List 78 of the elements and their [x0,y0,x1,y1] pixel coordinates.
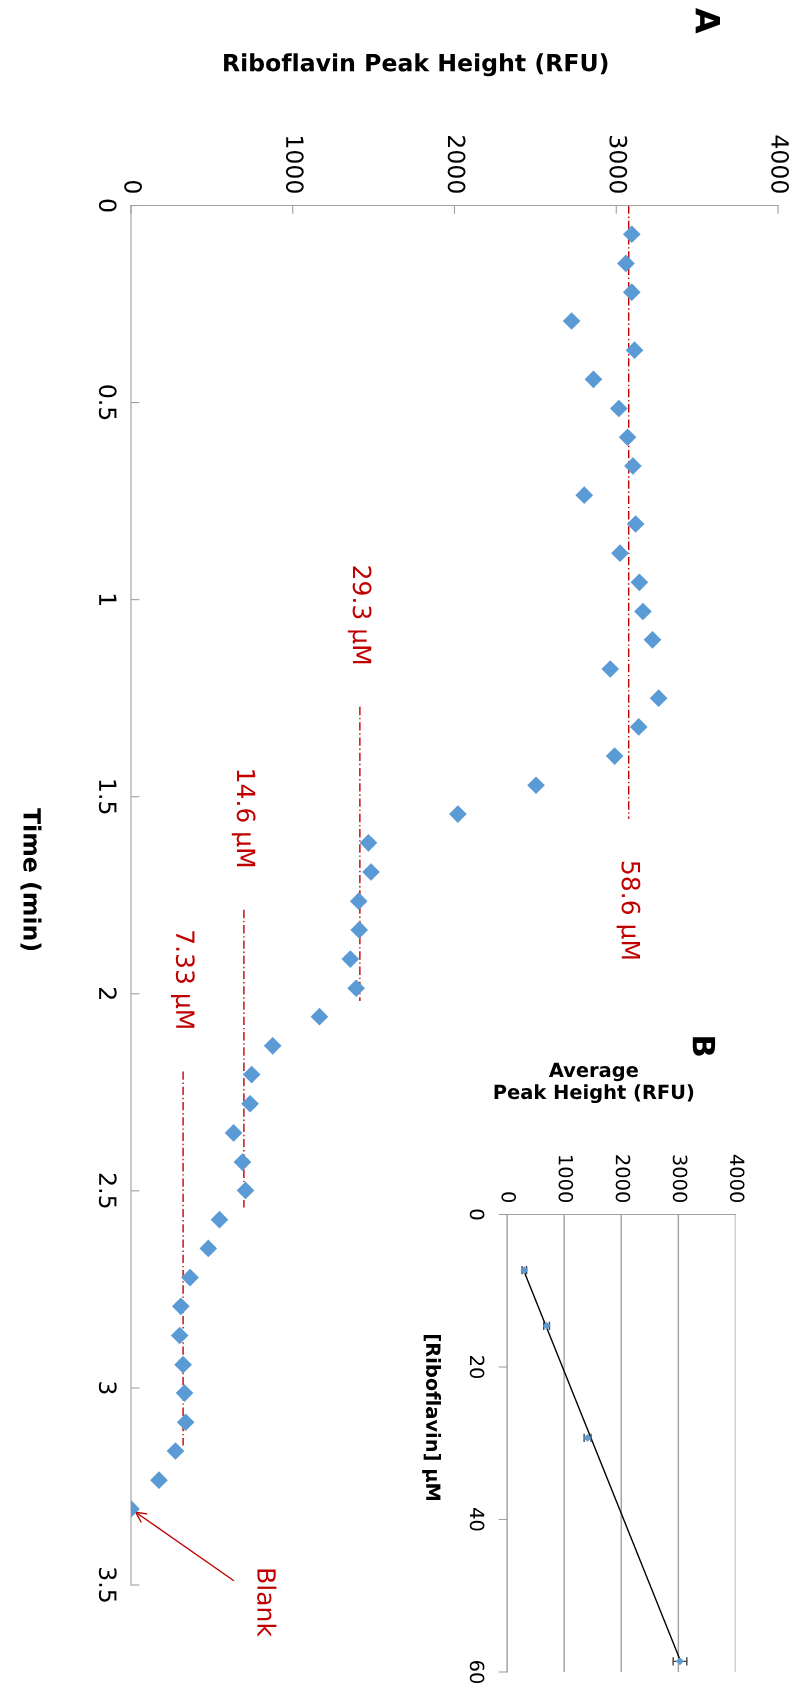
y-tick-label: 2.5 [98,1173,117,1208]
point [611,544,629,562]
point [449,805,467,823]
text: 14.6 µM [231,770,256,867]
point [605,747,624,765]
point [347,979,365,998]
y-axis-title: [Riboflavin] µM [422,1335,442,1501]
text: 58.6 µM [616,861,641,959]
x-tick-label: 4000 [771,135,790,193]
x-tick-label: 4000 [729,1154,745,1203]
point [622,225,641,244]
x-tick-label: 3000 [672,1155,688,1203]
chart-title: A [695,7,720,34]
point [649,689,668,708]
point [199,1239,218,1258]
point [341,950,360,968]
chart-title: B [692,1037,716,1056]
point [362,863,380,881]
point [166,1442,185,1460]
annotation: Blank [257,1569,277,1637]
y-tick-label: 20 [469,1356,485,1379]
y-axis-title: Time (min) [20,808,42,951]
point [601,660,620,678]
point [175,1384,194,1402]
y-tick-label: 3.5 [98,1568,117,1602]
point [349,892,368,910]
point [174,1355,192,1374]
point [263,1036,282,1055]
x-tick-label: 0 [124,180,143,193]
point [617,254,635,273]
point [150,1471,168,1489]
point [181,1268,199,1287]
y-tick-label: 3 [98,1382,117,1394]
point [624,457,642,475]
y-tick-label: 0 [469,1209,485,1220]
y-tick-label: 2 [99,988,117,999]
point [241,1094,259,1113]
point [626,515,645,533]
x-tick-label: 2000 [447,136,466,193]
x-axis-title: Riboflavin Peak Height (RFU) [224,53,608,77]
point [630,573,649,592]
point [359,833,378,852]
point [176,1413,195,1432]
point [527,776,545,795]
point [170,1326,189,1345]
y-tick-label: 0 [98,199,117,212]
point [210,1210,229,1229]
point [236,1181,255,1200]
point [629,718,648,736]
point [676,1657,684,1666]
y-tick-label: 1.5 [98,780,117,814]
point [562,312,581,330]
point [584,370,603,389]
point [575,486,594,505]
point [242,1065,261,1084]
point [622,283,641,302]
x-axis-title: Average Peak Height (RFU) [494,1062,694,1104]
text: 29.3 µM [347,566,372,664]
point [224,1124,243,1142]
point [625,341,644,359]
point [643,631,662,649]
point [610,399,628,418]
y-tick-label: 60 [469,1660,485,1684]
x-tick-label: 1000 [558,1156,574,1203]
point [233,1153,252,1171]
point [171,1297,190,1316]
point [350,921,369,939]
point [310,1007,329,1026]
x-tick-label: 1000 [285,136,304,193]
point [634,602,652,621]
x-tick-label: 3000 [609,136,628,193]
x-tick-label: 2000 [615,1155,631,1203]
point [618,428,637,447]
y-tick-label: 1 [99,594,117,605]
y-tick-label: 40 [469,1508,485,1531]
text: 7.33 µM [170,931,195,1028]
x-tick-label: 0 [501,1192,517,1203]
y-tick-label: 0.5 [98,385,117,420]
